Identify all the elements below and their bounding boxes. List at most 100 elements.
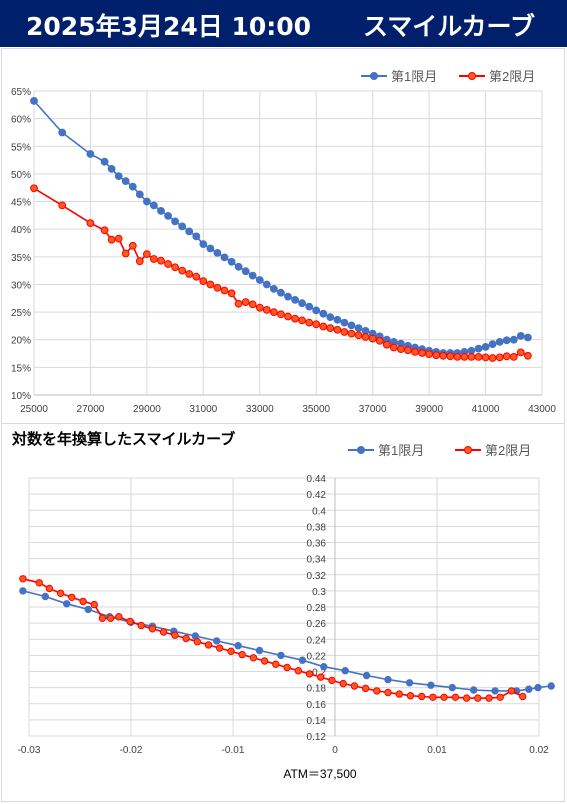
data-point [340,318,349,327]
y-tick-label: 0.26 [307,619,327,630]
data-point [333,325,342,334]
y-tick-label: 0.36 [307,539,327,550]
data-point [405,679,414,687]
data-point [298,316,307,325]
data-point [114,234,123,243]
data-point [411,348,419,356]
y-tick-label: 0.44 [307,474,327,485]
log-smile-curve-chart: -0.03 -0.02 -0.01 0 0.01 0.02 0.12 0.14 0.16 0.18… [18,443,555,781]
data-point [485,694,493,702]
data-point [121,249,130,258]
data-point [234,642,242,650]
data-point [68,593,76,602]
data-point [525,685,533,693]
data-point [340,328,349,336]
data-point [509,335,518,344]
data-point [294,667,302,675]
data-point [534,683,542,692]
x-tick-label: 37000 [359,404,387,415]
data-point [547,682,555,690]
data-point [509,353,518,361]
y-tick-label: 0.2 [312,668,326,679]
data-point [462,694,471,702]
x-tick-label: 31000 [189,404,217,415]
data-point [481,353,490,362]
data-point [178,222,187,231]
data-point [362,671,371,680]
data-point [248,271,257,280]
data-point [361,684,370,693]
data-point [30,97,38,105]
data-point [249,654,258,662]
legend-marker-1 [370,72,378,80]
charts-divider [2,423,564,424]
data-point [262,280,271,289]
data-point [347,329,356,338]
data-point [481,343,490,351]
data-point [507,687,516,695]
x-tick-label: 27000 [77,404,105,415]
data-point [213,249,222,257]
y-tick-label: 0.12 [307,732,327,743]
data-point [220,286,229,295]
data-point [216,644,224,652]
data-point [115,613,123,621]
data-point [347,321,356,330]
data-point [488,354,497,362]
data-point [440,693,448,701]
data-point [427,681,435,689]
data-point [418,692,426,701]
data-point [373,687,381,695]
data-point [277,310,285,319]
data-point [157,256,165,265]
y-tick-label: 15% [11,363,31,374]
x-tick-label: 29000 [133,404,161,415]
data-point [98,614,107,623]
data-point [241,267,250,276]
data-point [220,253,229,262]
data-point [213,283,222,292]
data-point [395,690,403,698]
data-point [319,309,328,318]
y-tick-label: 20% [11,336,31,347]
series-2 [19,575,527,702]
y-tick-label: 0.4 [312,506,326,517]
x-tick-label: 35000 [302,404,330,415]
data-point [135,190,144,199]
x-tick-label: -0.03 [18,745,41,756]
data-point [305,302,314,311]
data-point [206,244,215,253]
log-chart-title: 対数を年換算したスマイルカーブ [12,430,236,448]
data-point [206,280,215,289]
data-point [326,324,335,333]
data-point [320,663,328,671]
data-point [248,300,257,309]
data-point [182,634,190,643]
data-point [305,670,314,678]
data-point [86,150,95,158]
data-point [107,165,116,173]
data-point [418,349,427,357]
data-point [79,597,87,606]
data-point [326,313,335,322]
data-point [106,614,115,623]
legend-marker-2 [468,72,476,80]
legend-marker-2 [464,446,472,454]
data-point [58,201,67,210]
data-point [474,694,482,702]
data-point [382,340,391,349]
data-point [164,260,173,268]
series-line-2 [22,578,524,699]
data-point [30,184,38,193]
y-tick-label: 0.16 [307,700,327,711]
data-point [474,344,483,353]
data-point [298,299,307,308]
data-point [516,332,525,340]
data-point [100,157,109,166]
data-point [284,312,292,321]
data-point [350,682,359,690]
data-point [234,262,243,271]
data-point [429,693,437,701]
data-point [341,667,349,675]
data-point [328,676,336,685]
